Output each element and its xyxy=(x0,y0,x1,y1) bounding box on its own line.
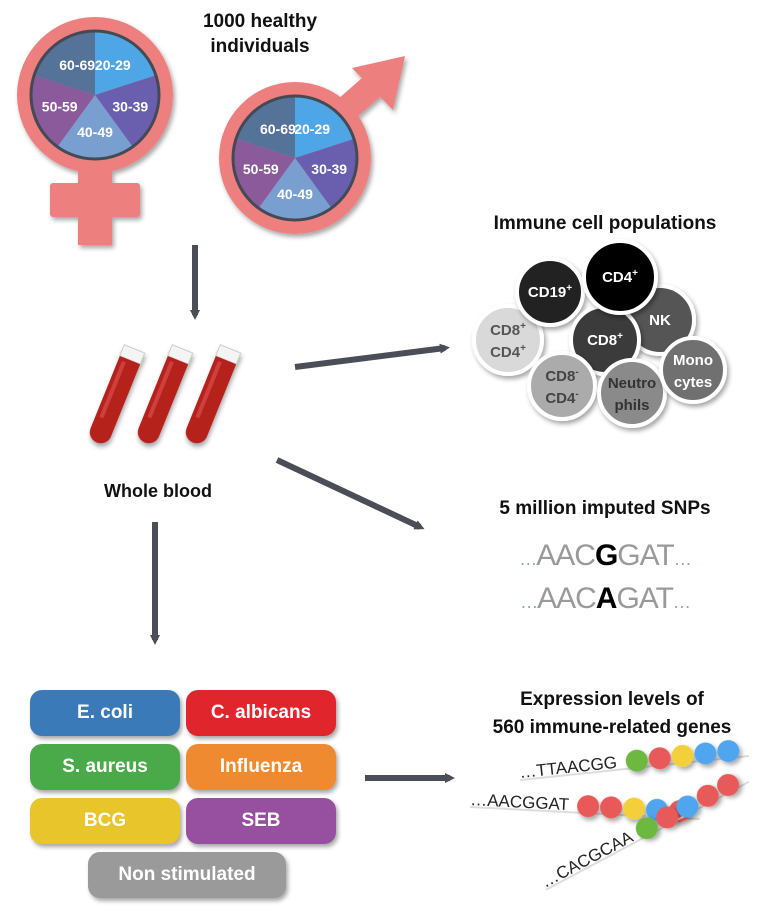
pie-slice-40-49 xyxy=(57,95,133,159)
stimulus-label: E. coli xyxy=(77,702,133,723)
pie-label: 20-29 xyxy=(95,57,131,73)
expression-dot xyxy=(671,744,694,767)
stimulus-label: C. albicans xyxy=(210,702,312,723)
blood-tubes-icon xyxy=(89,344,242,444)
pie-label: 20-29 xyxy=(294,121,330,137)
cell-label: Mono xyxy=(673,352,713,369)
pie-slice-50-59 xyxy=(30,75,95,147)
pie-border xyxy=(29,29,161,161)
stimulus-label: Influenza xyxy=(219,756,303,777)
pie-border xyxy=(231,94,359,222)
cell-cd8cd4: CD8+ CD4+ xyxy=(472,304,544,376)
expression-dot xyxy=(635,817,658,840)
female-age-pie: 20-29 30-39 40-49 50-59 60-69 xyxy=(29,29,161,161)
stimulus-s-aureus: S. aureus xyxy=(30,744,180,790)
snp-sequence: …AACGGAT… xyxy=(519,539,690,572)
pie-slice-60-69 xyxy=(236,96,295,158)
gene-row: …TTAACGG xyxy=(518,740,750,782)
test-tube-icon xyxy=(185,344,242,444)
cell-cd19: CD19+ xyxy=(515,257,585,327)
pie-label: 30-39 xyxy=(112,98,148,114)
pie-label: 50-59 xyxy=(42,98,78,114)
stimulus-c-albicans: C. albicans xyxy=(186,690,336,736)
expression-dot xyxy=(625,749,648,772)
cell-cd8cd4: CD8- CD4- xyxy=(527,351,597,421)
expression-dot xyxy=(696,784,719,807)
snp-sequences: …AACGGAT… …AACAGAT… xyxy=(519,539,691,615)
expression-dot xyxy=(600,796,623,819)
expression-dot xyxy=(676,795,699,818)
expression-dot xyxy=(717,740,740,763)
pie-label: 50-59 xyxy=(243,161,279,177)
stimulus-influenza: Influenza xyxy=(186,744,336,790)
pie-slice-20-29 xyxy=(95,31,156,95)
cohort-title-line1: 1000 healthy xyxy=(203,11,317,32)
test-tube-icon xyxy=(89,344,146,444)
pie-label: 30-39 xyxy=(311,161,347,177)
pie-slice-20-29 xyxy=(295,96,354,158)
cell-label: CD8- xyxy=(545,367,578,385)
expression-dot xyxy=(717,773,740,796)
whole-blood-label: Whole blood xyxy=(104,481,212,501)
expression-dot xyxy=(577,795,600,818)
cell-label: NK xyxy=(649,312,671,329)
pie-slice-60-69 xyxy=(34,31,95,95)
expression-dot xyxy=(648,747,671,770)
expression-dot xyxy=(623,797,646,820)
cell-label: phils xyxy=(614,397,649,414)
cell-label: CD4- xyxy=(545,389,578,407)
male-age-pie: 20-29 30-39 40-49 50-59 60-69 xyxy=(231,94,359,222)
expression-title-line1: Expression levels of xyxy=(520,689,704,710)
expression-dot xyxy=(656,806,679,829)
cell-label: Neutro xyxy=(608,375,656,392)
cell-label: CD8+ xyxy=(490,321,526,339)
stimulus-label: BCG xyxy=(83,810,127,831)
immune-cell-cluster: CD8+ CD4+ CD19+ NK CD8+ CD4+ CD8- CD4- Neutro phi… xyxy=(472,239,727,428)
gene-sequence: …TTAACGG xyxy=(518,753,617,782)
test-tube-icon xyxy=(137,344,194,444)
pie-label: 60-69 xyxy=(260,121,296,137)
stimulus-bcg: BCG xyxy=(30,798,180,844)
pie-label: 60-69 xyxy=(59,57,95,73)
pie-slice-50-59 xyxy=(233,138,295,209)
pie-label: 40-49 xyxy=(277,186,313,202)
stimulus-non-stimulated: Non stimulated xyxy=(88,852,286,898)
cell-label: CD19+ xyxy=(528,283,572,301)
expression-dot xyxy=(694,742,717,765)
expression-title-line2: 560 immune-related genes xyxy=(493,717,732,738)
gene-sequence: …CACGCAA xyxy=(538,827,637,892)
stimulus-label: S. aureus xyxy=(62,756,148,777)
pie-label: 40-49 xyxy=(77,124,113,140)
pie-slice-30-39 xyxy=(295,138,357,209)
snps-title: 5 million imputed SNPs xyxy=(499,498,710,519)
stimulus-e-coli: E. coli xyxy=(30,690,180,736)
gene-sequence: …AACGGAT xyxy=(470,790,570,814)
cohort-title-line2: individuals xyxy=(210,36,309,57)
cell-label: CD8+ xyxy=(587,331,623,349)
pie-slice-40-49 xyxy=(258,158,332,221)
snp-sequence: …AACAGAT… xyxy=(520,582,690,615)
cell-neutrophils: Neutro phils xyxy=(597,358,667,428)
immune-cells-title: Immune cell populations xyxy=(494,213,717,234)
pie-slice-30-39 xyxy=(95,75,159,147)
cell-label: CD4+ xyxy=(602,268,638,286)
cell-label: cytes xyxy=(674,374,712,391)
stimulus-label: Non stimulated xyxy=(118,864,256,885)
cell-label: CD4+ xyxy=(490,343,526,361)
gene-row: …CACGCAA xyxy=(538,773,750,892)
stimulus-seb: SEB xyxy=(186,798,336,844)
cell-cd4: CD4+ xyxy=(582,239,658,315)
arrow-to-snps xyxy=(275,457,425,530)
cell-monocytes: Mono cytes xyxy=(659,336,727,404)
arrow-to-cells xyxy=(294,343,450,370)
arrows xyxy=(150,245,455,783)
stimulus-label: SEB xyxy=(241,810,281,831)
gene-expression-rows: …TTAACGG …AACGGAT …CACGCAA xyxy=(470,740,750,892)
